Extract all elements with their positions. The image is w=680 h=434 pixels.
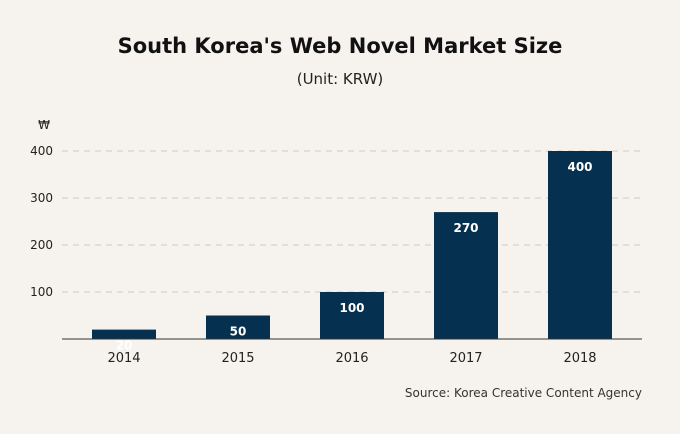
y-tick-label-400: 400 (30, 144, 53, 158)
x-tick-label-2017: 2017 (449, 351, 482, 366)
y-tick-label-100: 100 (30, 285, 53, 299)
chart-subtitle: (Unit: KRW) (296, 70, 384, 88)
bar-2018 (548, 151, 612, 339)
x-axis-ticks: 2014 2015 2016 2017 2018 (107, 351, 596, 366)
y-tick-label-200: 200 (30, 238, 53, 252)
data-label-2015: 50 (230, 325, 247, 339)
y-tick-label-300: 300 (30, 191, 53, 205)
data-labels: 20 50 100 270 400 (116, 160, 593, 353)
y-axis-unit-label: ₩ (38, 118, 50, 132)
data-label-2018: 400 (567, 160, 592, 174)
bar-2014 (92, 329, 156, 339)
chart-title: South Korea's Web Novel Market Size (117, 34, 563, 58)
data-label-2016: 100 (339, 301, 364, 315)
x-tick-label-2015: 2015 (221, 351, 254, 366)
bar-2016 (320, 292, 384, 339)
bars (92, 151, 612, 339)
source-note: Source: Korea Creative Content Agency (404, 386, 642, 400)
data-label-2017: 270 (453, 221, 478, 235)
bar-2017 (434, 212, 498, 339)
x-tick-label-2014: 2014 (107, 351, 140, 366)
data-label-2014: 20 (116, 339, 133, 353)
y-axis-ticks: 100 200 300 400 (30, 144, 53, 299)
x-tick-label-2016: 2016 (335, 351, 368, 366)
x-tick-label-2018: 2018 (563, 351, 596, 366)
bar-2015 (206, 315, 270, 339)
